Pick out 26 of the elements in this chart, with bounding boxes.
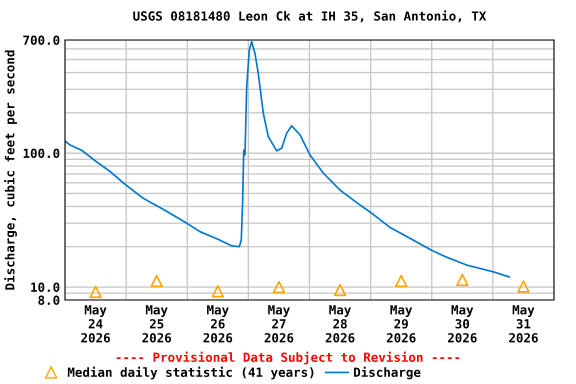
point [150,274,163,288]
point [272,280,286,294]
x-tick-label: May 30 2026 [448,305,477,343]
line-series [65,40,510,278]
point [517,280,530,293]
x-tick-label: May 25 2026 [142,305,172,343]
point [456,274,469,286]
y-axis-title: Discharge, cubic feet per second [4,50,17,290]
point [334,284,346,296]
y-tick-label: 700.0 [23,35,60,45]
legend-label: Discharge [354,366,420,380]
point [212,285,224,298]
x-tick-label: May 29 2026 [386,305,416,343]
x-tick-label: May 26 2026 [203,305,232,343]
y-tick-label: 10.0 [31,282,60,292]
legend-label: Median daily statistic (41 years) [68,366,314,380]
x-tick-label: May 24 2026 [81,305,110,343]
x-tick-label: May 28 2026 [326,305,354,343]
text: ---- Provisional Data Subject to Revision ---- [116,352,460,364]
point [89,286,102,298]
point [394,274,408,288]
y-tick-label: 100.0 [24,148,60,158]
x-tick-label: May 27 2026 [264,305,294,343]
y-tick-label: 8.0 [38,295,60,305]
chart-title: USGS 08181480 Leon Ck at IH 35, San Antonio, TX [133,10,486,22]
x-tick-label: May 31 2026 [509,305,538,343]
